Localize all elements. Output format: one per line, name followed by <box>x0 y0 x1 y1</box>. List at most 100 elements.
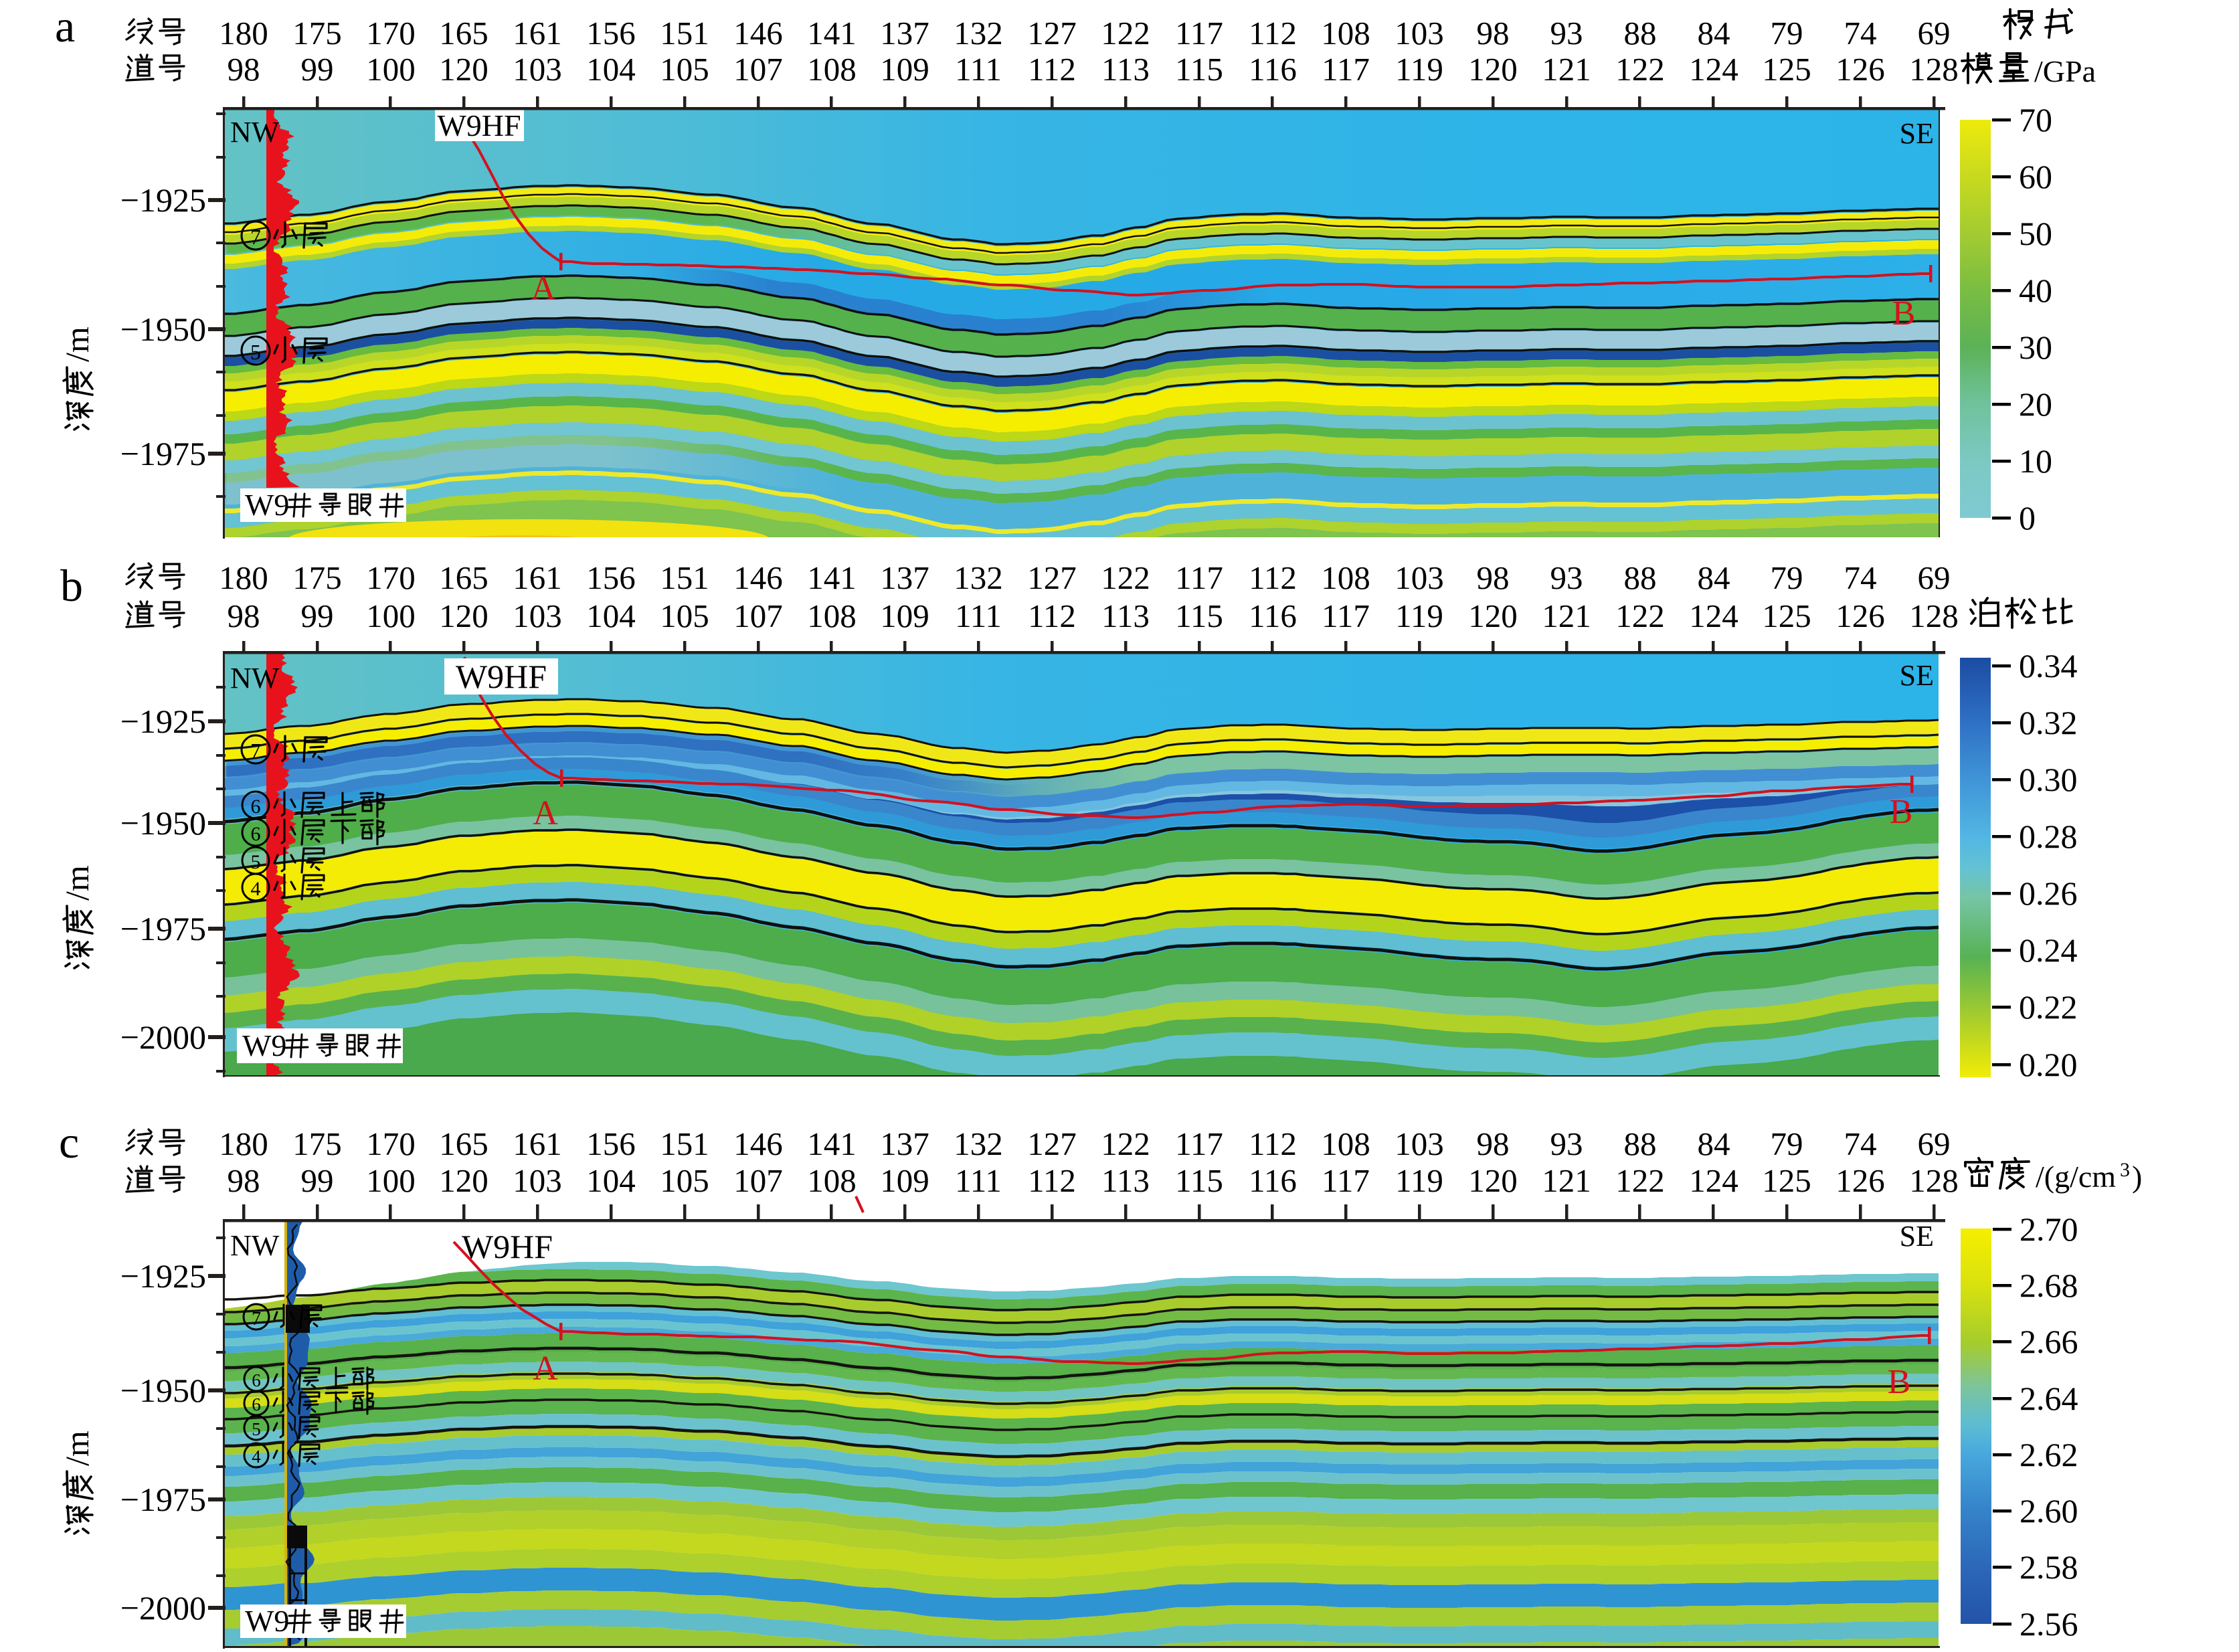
svg-text:10: 10 <box>2019 442 2052 480</box>
svg-text:124: 124 <box>1689 598 1738 634</box>
svg-text:113: 113 <box>1101 1162 1150 1199</box>
svg-text:146: 146 <box>733 1125 783 1162</box>
svg-text:122: 122 <box>1615 598 1665 634</box>
svg-text:7: 7 <box>252 1309 261 1329</box>
svg-text:20: 20 <box>2019 385 2052 423</box>
svg-text:−1925: −1925 <box>120 181 206 219</box>
svg-text:−1950: −1950 <box>120 804 206 842</box>
svg-text:127: 127 <box>1027 15 1077 52</box>
svg-text:93: 93 <box>1550 559 1583 596</box>
svg-text:99: 99 <box>301 598 334 634</box>
svg-text:116: 116 <box>1249 51 1297 88</box>
svg-text:180: 180 <box>219 1125 268 1162</box>
svg-text:88: 88 <box>1624 15 1657 52</box>
svg-text:108: 108 <box>807 598 857 634</box>
svg-text:108: 108 <box>1321 559 1370 596</box>
svg-text:137: 137 <box>880 1125 929 1162</box>
svg-text:84: 84 <box>1698 15 1730 52</box>
svg-text:109: 109 <box>880 1162 929 1199</box>
svg-text:40: 40 <box>2019 272 2052 309</box>
svg-text:2.58: 2.58 <box>2020 1548 2078 1586</box>
svg-text:0.32: 0.32 <box>2019 704 2078 741</box>
svg-text:119: 119 <box>1395 51 1443 88</box>
svg-text:−2000: −2000 <box>120 1589 206 1627</box>
svg-text:112: 112 <box>1249 559 1297 596</box>
svg-text:111: 111 <box>955 1162 1002 1199</box>
svg-text:112: 112 <box>1028 1162 1076 1199</box>
svg-text:107: 107 <box>733 1162 783 1199</box>
svg-text:105: 105 <box>660 598 709 634</box>
svg-text:132: 132 <box>954 15 1003 52</box>
svg-text:4: 4 <box>251 878 261 900</box>
svg-text:104: 104 <box>586 1162 636 1199</box>
svg-text:NW: NW <box>230 662 280 695</box>
svg-text:88: 88 <box>1624 1125 1657 1162</box>
svg-text:b: b <box>60 560 83 611</box>
svg-text:74: 74 <box>1844 559 1877 596</box>
svg-text:SE: SE <box>1900 117 1934 150</box>
svg-text:60: 60 <box>2019 158 2052 195</box>
svg-text:30: 30 <box>2019 329 2052 366</box>
svg-text:126: 126 <box>1835 598 1885 634</box>
svg-text:165: 165 <box>439 1125 488 1162</box>
svg-text:165: 165 <box>439 559 488 596</box>
svg-text:116: 116 <box>1249 598 1297 634</box>
svg-text:146: 146 <box>733 15 783 52</box>
svg-text:180: 180 <box>219 559 268 596</box>
svg-text:−1975: −1975 <box>120 435 206 472</box>
svg-text:103: 103 <box>513 51 562 88</box>
svg-text:99: 99 <box>301 51 334 88</box>
svg-text:122: 122 <box>1101 15 1150 52</box>
svg-text:120: 120 <box>439 51 488 88</box>
svg-text:117: 117 <box>1322 51 1370 88</box>
svg-text:170: 170 <box>366 15 416 52</box>
svg-text:122: 122 <box>1101 1125 1150 1162</box>
svg-text:69: 69 <box>1918 15 1951 52</box>
svg-text:/m: /m <box>58 1431 96 1466</box>
svg-text:120: 120 <box>439 1162 488 1199</box>
svg-text:117: 117 <box>1175 1125 1223 1162</box>
svg-text:69: 69 <box>1918 559 1951 596</box>
svg-text:115: 115 <box>1175 1162 1223 1199</box>
svg-text:A: A <box>533 1350 558 1388</box>
svg-text:122: 122 <box>1615 1162 1665 1199</box>
svg-text:124: 124 <box>1689 1162 1738 1199</box>
svg-text:SE: SE <box>1900 1220 1934 1253</box>
svg-text:/m: /m <box>58 865 96 901</box>
svg-text:5: 5 <box>251 851 261 873</box>
svg-text:104: 104 <box>586 598 636 634</box>
svg-text:6: 6 <box>251 823 261 845</box>
svg-text:161: 161 <box>513 15 562 52</box>
svg-text:108: 108 <box>807 1162 857 1199</box>
svg-text:c: c <box>59 1117 79 1168</box>
svg-text:121: 121 <box>1542 51 1591 88</box>
svg-text:a: a <box>55 1 75 52</box>
svg-text:117: 117 <box>1322 1162 1370 1199</box>
svg-text:104: 104 <box>586 51 636 88</box>
svg-text:4: 4 <box>252 1447 261 1467</box>
svg-text:112: 112 <box>1028 51 1076 88</box>
svg-text:98: 98 <box>228 51 260 88</box>
svg-text:120: 120 <box>1468 1162 1518 1199</box>
svg-text:108: 108 <box>1321 1125 1370 1162</box>
svg-text:74: 74 <box>1844 15 1877 52</box>
svg-text:/GPa: /GPa <box>2034 54 2096 88</box>
svg-text:/m: /m <box>58 327 96 362</box>
svg-text:115: 115 <box>1175 598 1223 634</box>
svg-text:NW: NW <box>230 116 280 149</box>
svg-text:W9HF: W9HF <box>462 1228 553 1265</box>
svg-text:117: 117 <box>1175 15 1223 52</box>
svg-text:117: 117 <box>1322 598 1370 634</box>
svg-text:141: 141 <box>807 1125 857 1162</box>
svg-text:50: 50 <box>2019 215 2052 252</box>
svg-text:124: 124 <box>1689 51 1738 88</box>
svg-text:): ) <box>2132 1160 2142 1194</box>
svg-text:B: B <box>1890 793 1913 831</box>
svg-text:0.28: 0.28 <box>2019 818 2078 855</box>
svg-text:6: 6 <box>252 1370 261 1390</box>
svg-text:137: 137 <box>880 559 929 596</box>
svg-text:93: 93 <box>1550 1125 1583 1162</box>
svg-text:0.30: 0.30 <box>2019 761 2078 798</box>
svg-text:2.66: 2.66 <box>2020 1323 2078 1360</box>
svg-text:A: A <box>531 270 556 308</box>
